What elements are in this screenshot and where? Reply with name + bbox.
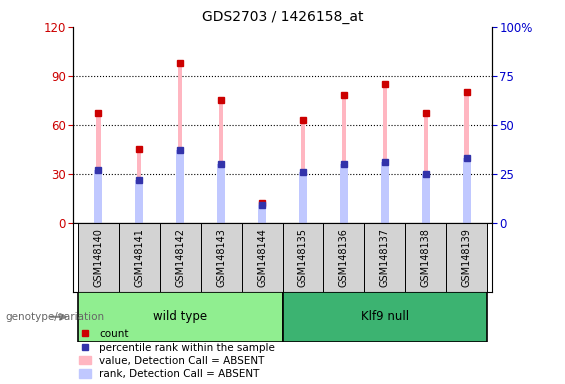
Bar: [424, 113, 428, 223]
Bar: [77, 223, 119, 292]
Text: GSM148138: GSM148138: [421, 228, 431, 287]
Text: GSM148135: GSM148135: [298, 228, 308, 287]
Bar: [464, 92, 470, 223]
Legend: count, percentile rank within the sample, value, Detection Call = ABSENT, rank, : count, percentile rank within the sample…: [79, 329, 275, 379]
Text: GSM148140: GSM148140: [93, 228, 103, 287]
Bar: [340, 164, 348, 223]
Bar: [95, 113, 101, 223]
Text: GSM148143: GSM148143: [216, 228, 226, 287]
Bar: [341, 95, 346, 223]
Text: genotype/variation: genotype/variation: [6, 312, 105, 322]
Text: GSM148137: GSM148137: [380, 228, 390, 287]
Text: wild type: wild type: [153, 310, 207, 323]
Bar: [119, 223, 159, 292]
Bar: [241, 223, 282, 292]
Bar: [282, 292, 488, 342]
Bar: [324, 223, 364, 292]
Bar: [176, 150, 184, 223]
Bar: [446, 223, 488, 292]
Bar: [422, 174, 430, 223]
Title: GDS2703 / 1426158_at: GDS2703 / 1426158_at: [202, 10, 363, 25]
Bar: [201, 223, 241, 292]
Bar: [217, 164, 225, 223]
Bar: [77, 292, 282, 342]
Bar: [406, 223, 446, 292]
Text: GSM148142: GSM148142: [175, 228, 185, 287]
Text: Klf9 null: Klf9 null: [361, 310, 409, 323]
Bar: [282, 223, 324, 292]
Bar: [299, 172, 307, 223]
Bar: [381, 162, 389, 223]
Bar: [258, 205, 266, 223]
Text: GSM148139: GSM148139: [462, 228, 472, 287]
Text: GSM148144: GSM148144: [257, 228, 267, 287]
Bar: [159, 223, 201, 292]
Bar: [364, 223, 406, 292]
Bar: [137, 149, 141, 223]
Bar: [259, 203, 264, 223]
Bar: [219, 100, 224, 223]
Bar: [383, 84, 388, 223]
Bar: [135, 180, 143, 223]
Bar: [94, 170, 102, 223]
Text: GSM148141: GSM148141: [134, 228, 144, 287]
Bar: [301, 120, 306, 223]
Bar: [463, 158, 471, 223]
Bar: [177, 63, 182, 223]
Text: GSM148136: GSM148136: [339, 228, 349, 287]
